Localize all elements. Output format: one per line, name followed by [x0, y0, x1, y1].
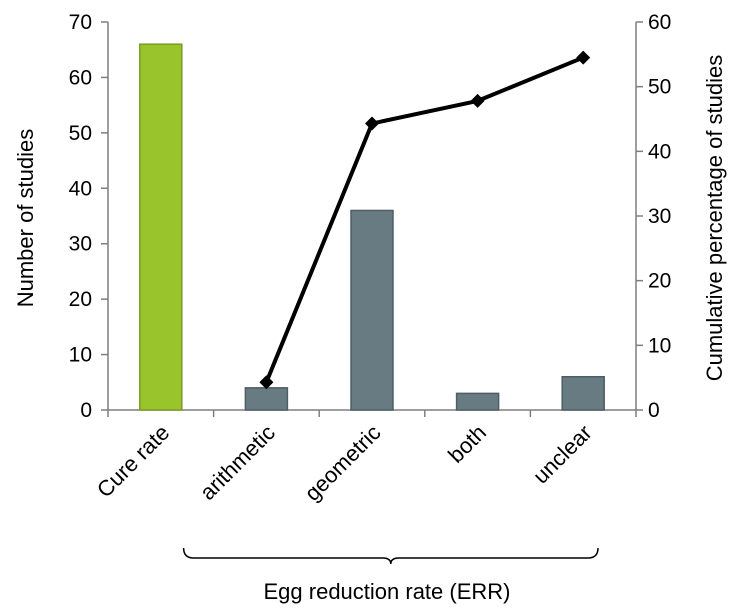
left-tick-label: 60	[69, 66, 92, 89]
right-tick-label: 50	[648, 76, 671, 99]
bar-geometric	[350, 209, 394, 411]
category-label: unclear	[528, 420, 597, 489]
cumulative-line	[264, 55, 584, 383]
left-tick-label: 30	[69, 233, 92, 256]
left-tick-label: 0	[80, 399, 92, 422]
err-group-label: Egg reduction rate (ERR)	[264, 579, 511, 604]
right-tick-label: 0	[648, 399, 660, 422]
left-tick-label: 20	[69, 288, 92, 311]
y2-axis-title: Cumulative percentage of studies	[702, 55, 727, 382]
category-labels: Cure rate arithmetic geometric both unclear	[92, 420, 597, 506]
cumulative-point	[365, 116, 379, 131]
right-tick-label: 60	[648, 11, 671, 34]
bar-cure-rate	[139, 43, 183, 411]
err-group-brace	[182, 547, 599, 565]
left-tick-label: 50	[69, 122, 92, 145]
bar-arithmetic	[244, 387, 289, 411]
category-label: Cure rate	[92, 420, 175, 503]
left-tick-label: 40	[69, 177, 92, 200]
cumulative-point	[259, 375, 274, 390]
right-axis-ticks: 0 10 20 30 40 50 60	[636, 11, 671, 422]
x-axis-ticks	[107, 410, 637, 417]
y-axis-title: Number of studies	[13, 129, 38, 308]
right-tick-label: 30	[648, 205, 671, 228]
category-label: geometric	[300, 420, 386, 506]
cumulative-point	[576, 50, 591, 65]
bars	[139, 43, 605, 411]
cumulative-point	[470, 93, 485, 108]
right-tick-label: 20	[648, 270, 671, 293]
category-label: both	[443, 420, 491, 468]
right-tick-label: 10	[648, 334, 671, 357]
bar-both	[455, 392, 500, 411]
bar-unclear	[561, 375, 605, 411]
right-tick-label: 40	[648, 140, 671, 163]
left-axis-ticks: 0 10 20 30 40 50 60 70	[69, 11, 108, 422]
left-tick-label: 70	[69, 11, 92, 34]
left-tick-label: 10	[69, 344, 92, 367]
category-label: arithmetic	[195, 420, 280, 505]
cumulative-line-group	[259, 50, 591, 390]
